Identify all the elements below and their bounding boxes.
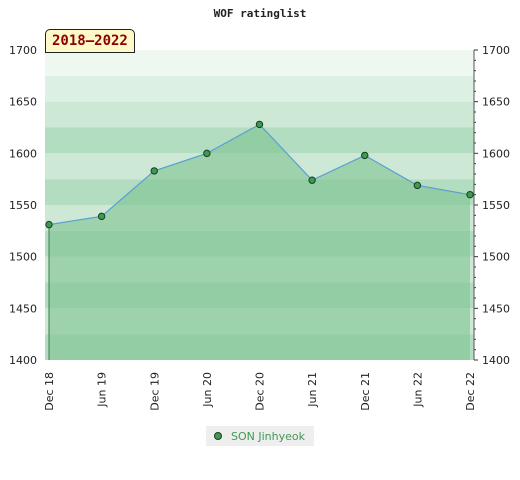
axis-layer: 1400 1400 1450 1450 1500 1500 1550 1550 1600 1600… — [9, 44, 510, 411]
data-point — [361, 151, 369, 160]
data-point — [97, 212, 106, 221]
area-layer — [48, 124, 470, 361]
data-point — [45, 220, 53, 229]
legend-label: SON Jinhyeok — [231, 429, 305, 443]
x-tick-label: Jun 21 — [306, 372, 319, 408]
period-badge: 2018–2022 — [45, 29, 135, 53]
marker-layer — [45, 120, 474, 229]
x-tick-label: Dec 18 — [43, 372, 56, 411]
series-area — [49, 124, 470, 361]
y-tick-label-left: 1600 — [9, 147, 37, 160]
y-tick-label-left: 1400 — [9, 354, 37, 367]
y-tick-label-right: 1600 — [482, 147, 510, 160]
legend[interactable]: SON Jinhyeok — [206, 426, 314, 446]
y-tick-label-right: 1700 — [482, 44, 510, 57]
x-tick-label: Dec 19 — [148, 372, 161, 411]
data-point — [203, 149, 211, 158]
y-tick-label-left: 1550 — [9, 199, 37, 212]
y-tick-label-right: 1400 — [482, 354, 510, 367]
x-tick-label: Dec 20 — [254, 372, 267, 411]
data-point — [413, 181, 422, 190]
x-tick-label: Dec 21 — [359, 372, 372, 411]
data-point — [466, 190, 474, 199]
background-band — [45, 75, 474, 102]
y-tick-label-right: 1550 — [482, 199, 510, 212]
x-tick-label: Jun 19 — [96, 372, 109, 408]
y-tick-label-left: 1650 — [9, 96, 37, 109]
data-point — [255, 120, 264, 129]
y-tick-label-left: 1450 — [9, 302, 37, 315]
y-tick-label-right: 1500 — [482, 251, 510, 264]
data-point — [308, 176, 316, 184]
chart-title: WOF ratinglist — [214, 7, 307, 20]
y-tick-label-left: 1500 — [9, 251, 37, 264]
y-tick-label-right: 1650 — [482, 96, 510, 109]
y-tick-label-left: 1700 — [9, 44, 37, 57]
x-tick-label: Dec 22 — [464, 372, 477, 411]
background-band — [45, 50, 474, 76]
data-point — [150, 167, 158, 175]
x-tick-label: Jun 22 — [411, 372, 424, 408]
legend-marker — [214, 432, 222, 440]
y-tick-label-right: 1450 — [482, 302, 510, 315]
x-tick-label: Jun 20 — [201, 372, 214, 408]
